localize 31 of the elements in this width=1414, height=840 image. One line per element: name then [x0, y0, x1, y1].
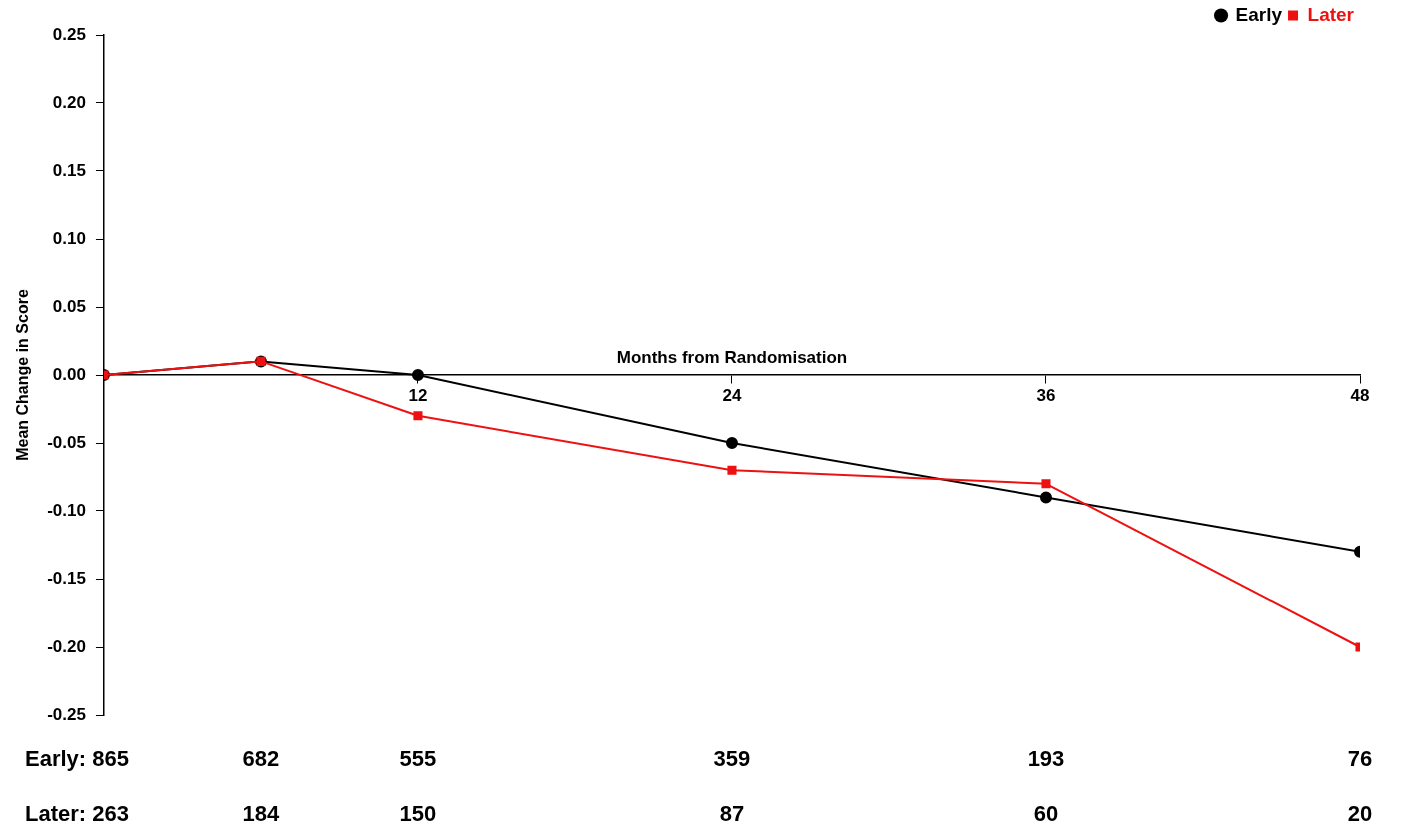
- x-tick-label: 36: [1036, 385, 1056, 405]
- text: 682: [242, 746, 280, 772]
- text: 184: [242, 801, 281, 827]
- x-axis-title: Months from Randomisation: [616, 348, 848, 368]
- y-tick-label: -0.20: [47, 636, 86, 656]
- text: 359: [713, 746, 751, 772]
- text: 193: [1027, 746, 1065, 772]
- y-tick-label: -0.15: [47, 568, 86, 588]
- y-tick-label: -0.10: [47, 500, 86, 520]
- y-tick-label: 0.25: [52, 24, 86, 44]
- x-tick-label: 48: [1350, 385, 1370, 405]
- y-tick-label: 0.10: [52, 228, 86, 248]
- x-tick-label: 12: [408, 385, 428, 405]
- legend-label: Later: [1307, 3, 1355, 25]
- legend-label: Early: [1235, 3, 1283, 25]
- y-axis-title: Mean Change in Score: [14, 289, 32, 461]
- text: 20: [1347, 801, 1373, 827]
- y-tick-label: -0.25: [47, 704, 86, 724]
- text: Early: 865: [24, 746, 129, 772]
- text: Later: 263: [24, 801, 129, 827]
- y-tick-label: -0.05: [47, 432, 86, 452]
- text: 76: [1347, 746, 1373, 772]
- text: 150: [399, 801, 437, 827]
- y-tick-label: 0.20: [52, 92, 86, 112]
- text: 60: [1033, 801, 1059, 827]
- text: 87: [719, 801, 745, 827]
- y-tick-label: 0.00: [52, 364, 86, 384]
- y-tick-label: 0.15: [52, 160, 86, 180]
- y-tick-label: 0.05: [52, 296, 86, 316]
- x-tick-label: 24: [722, 385, 742, 405]
- text: 555: [399, 746, 437, 772]
